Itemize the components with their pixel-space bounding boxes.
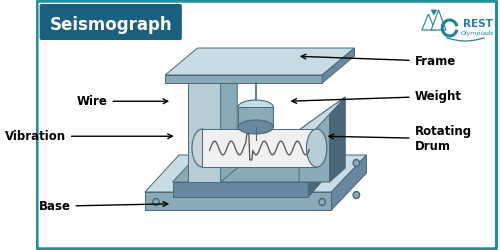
Text: Seismograph: Seismograph — [50, 16, 172, 34]
Polygon shape — [165, 48, 354, 75]
Polygon shape — [145, 192, 332, 210]
Text: Frame: Frame — [301, 54, 456, 68]
Ellipse shape — [192, 129, 212, 167]
Circle shape — [353, 192, 360, 198]
Circle shape — [354, 193, 358, 197]
Ellipse shape — [238, 120, 273, 134]
Text: Rotating
Drum: Rotating Drum — [329, 125, 472, 153]
Polygon shape — [220, 62, 237, 182]
Text: REST: REST — [462, 19, 492, 29]
Circle shape — [319, 198, 326, 205]
Polygon shape — [299, 108, 330, 182]
Text: Wire: Wire — [76, 95, 168, 108]
Polygon shape — [188, 62, 237, 75]
Ellipse shape — [238, 100, 273, 114]
Polygon shape — [308, 152, 336, 197]
Polygon shape — [422, 14, 435, 30]
Polygon shape — [431, 10, 436, 15]
Polygon shape — [188, 75, 220, 182]
Circle shape — [353, 160, 360, 166]
Polygon shape — [299, 97, 346, 130]
Polygon shape — [172, 182, 308, 197]
Text: Weight: Weight — [292, 90, 462, 103]
FancyBboxPatch shape — [37, 1, 496, 249]
Circle shape — [154, 200, 158, 204]
Circle shape — [354, 161, 358, 165]
Circle shape — [320, 200, 324, 204]
Polygon shape — [165, 75, 322, 83]
Polygon shape — [145, 155, 366, 192]
FancyBboxPatch shape — [40, 4, 182, 40]
Text: Olympiads: Olympiads — [460, 32, 494, 36]
Circle shape — [152, 198, 159, 205]
Text: Base: Base — [38, 200, 168, 213]
Polygon shape — [322, 48, 354, 83]
Ellipse shape — [306, 129, 327, 167]
Polygon shape — [172, 152, 336, 182]
Polygon shape — [330, 97, 345, 182]
Polygon shape — [332, 155, 366, 210]
Polygon shape — [431, 10, 446, 30]
Polygon shape — [238, 107, 273, 127]
Polygon shape — [202, 129, 316, 167]
Text: Vibration: Vibration — [5, 130, 172, 143]
